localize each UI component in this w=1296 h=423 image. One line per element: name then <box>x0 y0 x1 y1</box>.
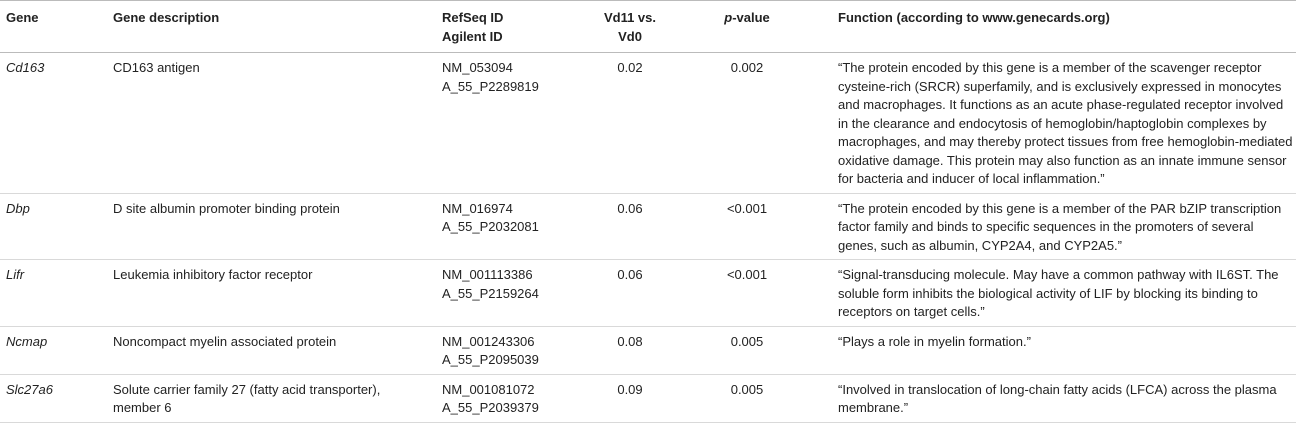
table-body: Cd163 CD163 antigen NM_053094 A_55_P2289819… <box>0 52 1296 423</box>
cell-line: Agilent ID <box>442 28 503 44</box>
function: “Involved in translocation of long-chain… <box>820 374 1296 423</box>
ids: NM_016974 A_55_P2032081 <box>436 193 586 260</box>
cell-line: RefSeq ID <box>442 10 504 25</box>
description: Leukemia inhibitory factor receptor <box>107 259 436 327</box>
table-row: Lifr Leukemia inhibitory factor receptor N… <box>0 259 1296 327</box>
cell-line: A_55_P2159264 <box>442 285 539 301</box>
table-row: Cd163 CD163 antigen NM_053094 A_55_P2289819… <box>0 52 1296 194</box>
table-header: Gene Gene description RefSeq ID Agilent ID V… <box>0 0 1296 53</box>
cell-line: NM_001113386 <box>442 267 533 282</box>
p-value: <0.001 <box>674 259 820 327</box>
fold-change: 0.06 <box>586 193 674 260</box>
function: “The protein encoded by this gene is a m… <box>820 52 1296 194</box>
p-value: 0.005 <box>674 326 820 375</box>
gene: Slc27a6 <box>0 374 107 423</box>
cell-line: NM_001081072 <box>442 381 535 397</box>
fold-change: 0.06 <box>586 259 674 327</box>
header-p-value: p-value <box>674 0 820 53</box>
header-ids: RefSeq ID Agilent ID <box>436 0 586 53</box>
cell-line: A_55_P2289819 <box>442 78 539 94</box>
table-row: Slc27a6 Solute carrier family 27 (fatty a… <box>0 374 1296 423</box>
cell-line: NM_053094 <box>442 60 513 75</box>
function: “Plays a role in myelin formation.” <box>820 326 1296 375</box>
ids: NM_001243306 A_55_P2095039 <box>436 326 586 375</box>
fold-change: 0.08 <box>586 326 674 375</box>
description: CD163 antigen <box>107 52 436 194</box>
ids: NM_053094 A_55_P2289819 <box>436 52 586 194</box>
gene: Cd163 <box>0 52 107 194</box>
ids: NM_001081072 A_55_P2039379 <box>436 374 586 423</box>
table-row: Dbp D site albumin promoter binding prote… <box>0 193 1296 260</box>
p-value: 0.005 <box>674 374 820 423</box>
header-function: Function (according to www.genecards.org… <box>820 0 1296 53</box>
gene: Dbp <box>0 193 107 260</box>
ids: NM_001113386 A_55_P2159264 <box>436 259 586 327</box>
description: D site albumin promoter binding protein <box>107 193 436 260</box>
cell-line: A_55_P2095039 <box>442 352 539 367</box>
cell-line: A_55_P2032081 <box>442 219 539 234</box>
fold-change: 0.02 <box>586 52 674 194</box>
function: “Signal-transducing molecule. May have a… <box>820 259 1296 327</box>
header-gene: Gene <box>0 0 107 53</box>
header-fold-change: Vd11 vs. Vd0 <box>586 0 674 53</box>
header-description: Gene description <box>107 0 436 53</box>
description: Solute carrier family 27 (fatty acid tra… <box>107 374 436 423</box>
gene: Ncmap <box>0 326 107 375</box>
p-value: 0.002 <box>674 52 820 194</box>
gene: Lifr <box>0 259 107 327</box>
description: Noncompact myelin associated protein <box>107 326 436 375</box>
cell-line: NM_016974 <box>442 200 513 216</box>
cell-line: NM_001243306 <box>442 333 535 349</box>
fold-change: 0.09 <box>586 374 674 423</box>
table-row: Ncmap Noncompact myelin associated protei… <box>0 326 1296 375</box>
header-row: Gene Gene description RefSeq ID Agilent ID V… <box>0 0 1296 53</box>
p-value: <0.001 <box>674 193 820 260</box>
function: “The protein encoded by this gene is a m… <box>820 193 1296 260</box>
cell-line: A_55_P2039379 <box>442 400 539 415</box>
